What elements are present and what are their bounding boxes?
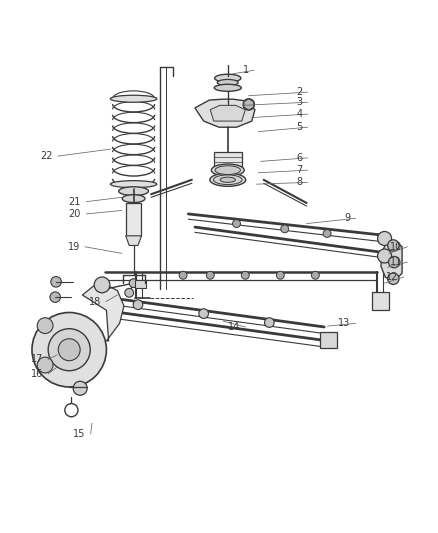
Text: 19: 19	[67, 242, 80, 252]
Bar	[320, 332, 337, 348]
Polygon shape	[381, 241, 402, 280]
Circle shape	[133, 300, 143, 310]
Text: 9: 9	[344, 213, 350, 223]
Text: 6: 6	[296, 153, 302, 163]
Ellipse shape	[217, 79, 238, 86]
Circle shape	[389, 256, 400, 268]
Ellipse shape	[110, 95, 157, 102]
Ellipse shape	[220, 177, 236, 182]
Text: 22: 22	[40, 151, 53, 161]
Circle shape	[179, 271, 187, 279]
Circle shape	[276, 271, 284, 279]
Text: 5: 5	[296, 122, 302, 132]
Polygon shape	[195, 99, 255, 127]
Text: 2: 2	[296, 87, 302, 97]
Circle shape	[206, 271, 214, 279]
Ellipse shape	[122, 195, 145, 203]
Ellipse shape	[211, 164, 244, 176]
Ellipse shape	[214, 84, 241, 91]
Circle shape	[265, 318, 274, 327]
Bar	[126, 203, 141, 236]
Circle shape	[378, 249, 392, 263]
Text: 12: 12	[386, 272, 399, 282]
Circle shape	[241, 271, 249, 279]
Ellipse shape	[215, 166, 240, 174]
Ellipse shape	[119, 187, 148, 196]
Bar	[372, 292, 389, 310]
Polygon shape	[82, 285, 124, 341]
Circle shape	[73, 381, 87, 395]
Circle shape	[311, 271, 319, 279]
Circle shape	[37, 318, 53, 334]
Bar	[135, 280, 146, 287]
Text: 14: 14	[228, 322, 240, 332]
Text: 16: 16	[31, 369, 43, 379]
Circle shape	[50, 292, 60, 302]
Circle shape	[32, 312, 106, 387]
Circle shape	[48, 329, 90, 371]
Text: 7: 7	[296, 165, 302, 175]
Ellipse shape	[210, 173, 246, 187]
Circle shape	[129, 279, 138, 287]
Ellipse shape	[110, 181, 157, 188]
Circle shape	[94, 277, 110, 293]
Circle shape	[58, 339, 80, 361]
Text: 21: 21	[69, 197, 81, 207]
Circle shape	[125, 288, 134, 297]
Text: 1: 1	[243, 65, 249, 75]
Text: 18: 18	[88, 296, 101, 306]
Ellipse shape	[215, 74, 241, 82]
Polygon shape	[244, 99, 254, 110]
Circle shape	[243, 99, 254, 110]
Circle shape	[388, 273, 399, 285]
Bar	[214, 152, 242, 169]
Text: 10: 10	[390, 242, 402, 252]
Polygon shape	[210, 106, 245, 121]
Circle shape	[323, 230, 331, 237]
Circle shape	[281, 225, 289, 233]
Text: 17: 17	[31, 354, 43, 365]
Polygon shape	[126, 236, 141, 246]
Circle shape	[233, 220, 240, 228]
Circle shape	[199, 309, 208, 318]
Circle shape	[388, 240, 399, 251]
Circle shape	[51, 277, 61, 287]
Text: 4: 4	[296, 109, 302, 119]
Text: 20: 20	[69, 209, 81, 219]
Text: 3: 3	[296, 97, 302, 107]
Text: 8: 8	[296, 177, 302, 188]
Circle shape	[378, 231, 392, 246]
Text: 13: 13	[338, 318, 350, 328]
Text: 15: 15	[73, 429, 85, 439]
Circle shape	[37, 357, 53, 373]
Text: 11: 11	[390, 257, 402, 267]
